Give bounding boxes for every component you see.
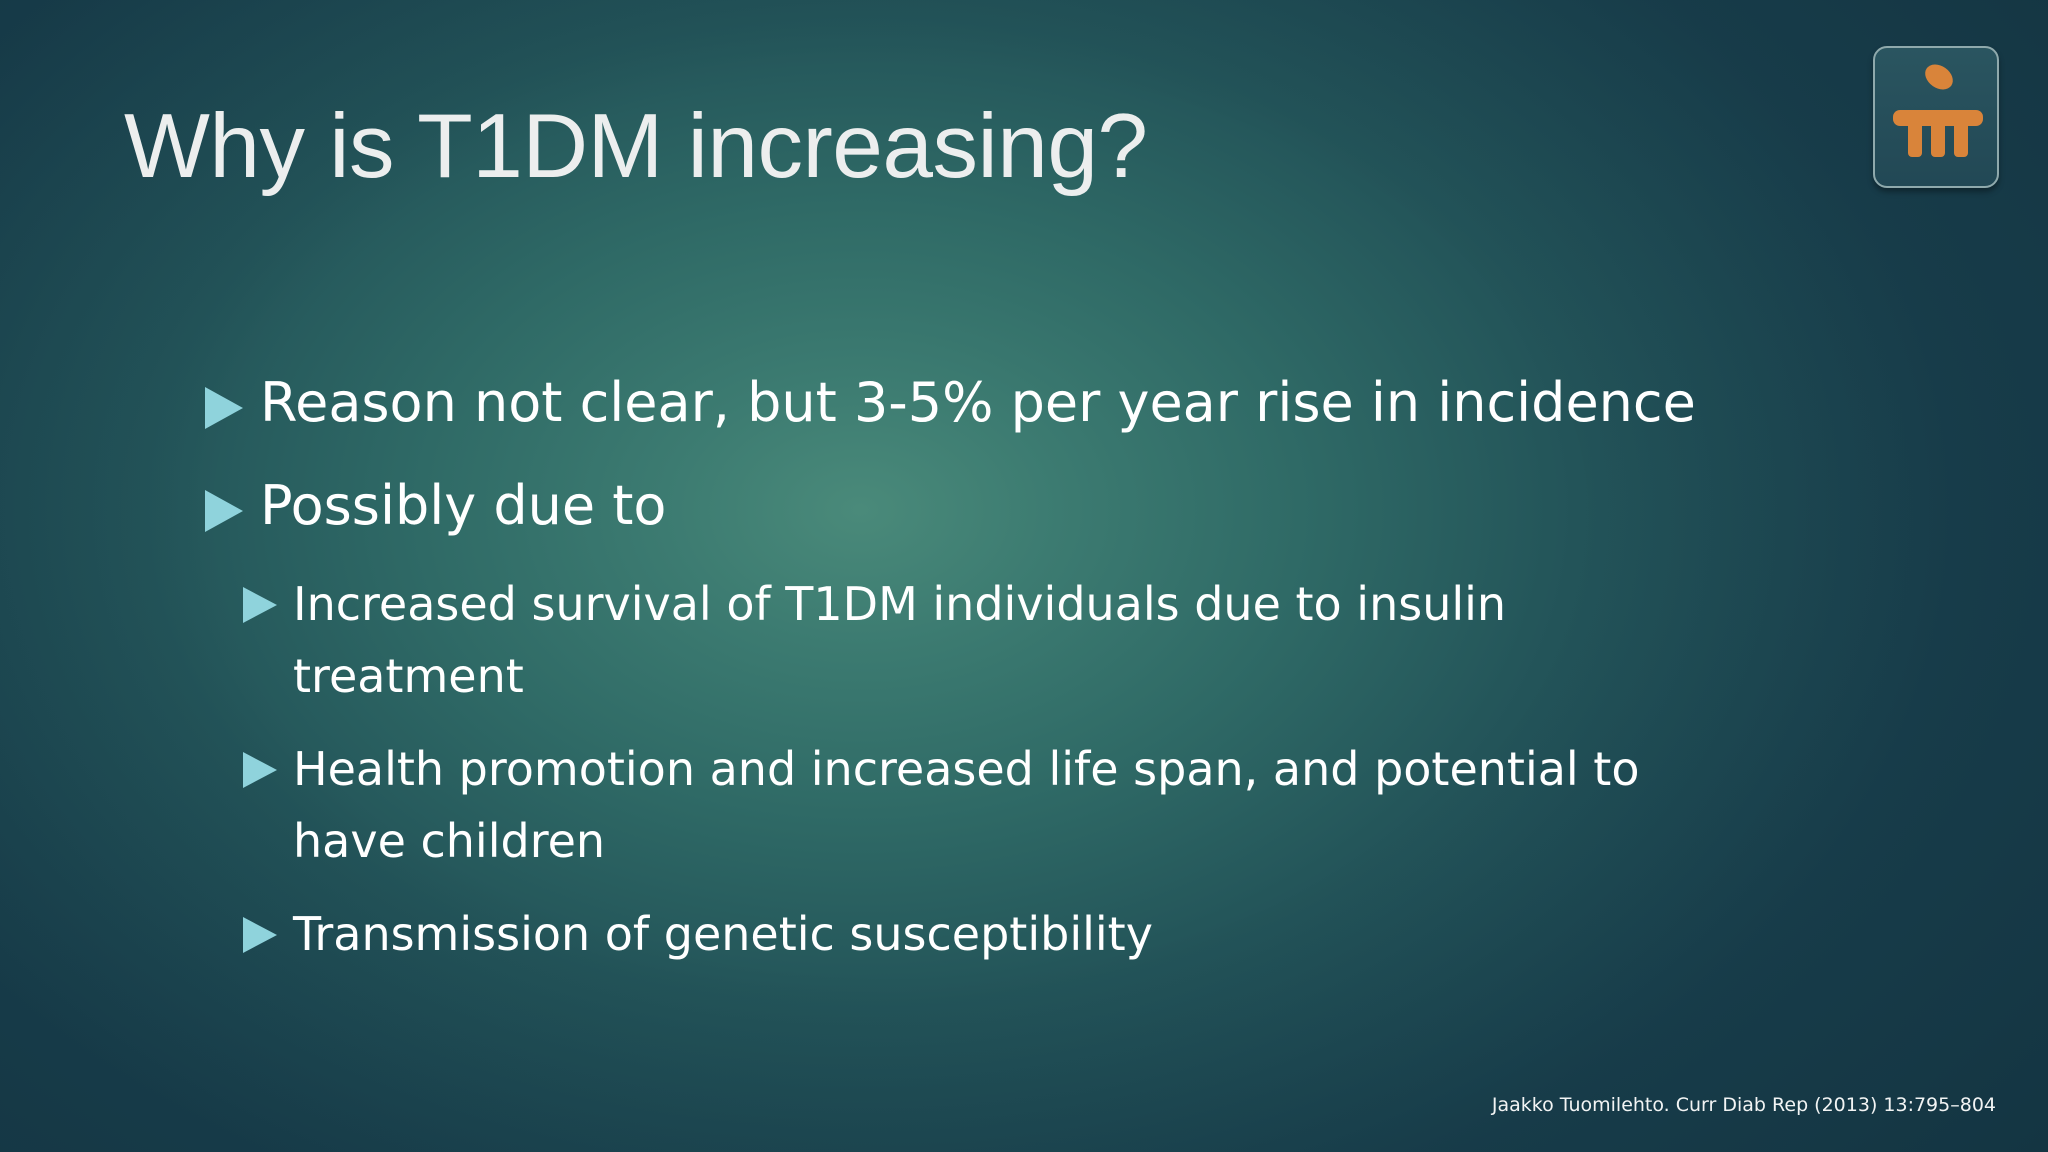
sub-bullet-item: Health promotion and increased life span… (243, 733, 1743, 877)
bullet-arrow-icon (243, 752, 277, 788)
bullet-item: Reason not clear, but 3-5% per year rise… (205, 372, 1696, 434)
figure-at-desk-logo-icon (1893, 64, 1983, 157)
sub-bullet-text: Increased survival of T1DM individuals d… (293, 577, 1507, 703)
bullet-arrow-icon (243, 587, 277, 623)
sub-bullet-item: Transmission of genetic susceptibility (243, 898, 1743, 970)
bullet-text: Reason not clear, but 3-5% per year rise… (260, 371, 1696, 434)
sub-bullet-text: Transmission of genetic susceptibility (293, 907, 1153, 961)
sub-bullet-item: Increased survival of T1DM individuals d… (243, 568, 1743, 712)
slide-title: Why is T1DM increasing? (124, 96, 1148, 197)
brand-logo (1873, 46, 1999, 188)
bullet-text: Possibly due to (260, 474, 667, 537)
source-citation: Jaakko Tuomilehto. Curr Diab Rep (2013) … (1491, 1094, 1996, 1116)
sub-bullet-text: Health promotion and increased life span… (293, 742, 1640, 868)
bullet-arrow-icon (243, 917, 277, 953)
bullet-item: Possibly due to (205, 475, 666, 537)
bullet-arrow-icon (205, 490, 243, 532)
bullet-arrow-icon (205, 387, 243, 429)
